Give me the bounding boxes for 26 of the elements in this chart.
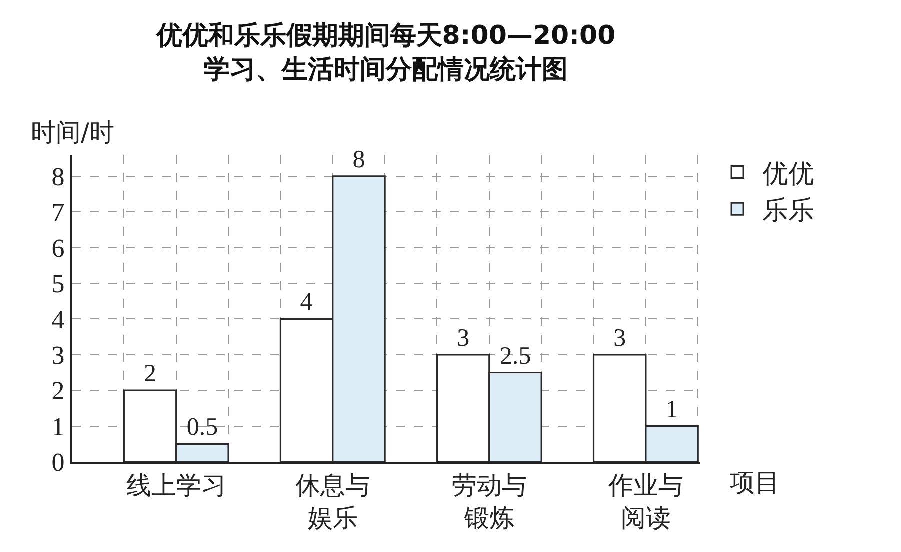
data-label: 2.5 <box>500 342 532 370</box>
data-label: 3 <box>614 324 626 352</box>
data-label: 2 <box>144 360 157 388</box>
y-tick-label: 4 <box>52 305 65 334</box>
x-tick-label: 休息与娱乐 <box>295 471 370 532</box>
legend-label: 乐乐 <box>762 196 815 226</box>
data-label: 0.5 <box>186 414 218 442</box>
y-tick-label: 6 <box>52 234 65 263</box>
data-label: 8 <box>352 146 366 174</box>
y-tick-label: 1 <box>52 412 65 442</box>
chart-title: 优优和乐乐假期期间每天8:00—20:00 学习、生活时间分配情况统计图 <box>155 21 616 85</box>
y-tick-label: 0 <box>52 448 65 478</box>
y-tick-label: 2 <box>52 376 65 406</box>
legend-label: 优优 <box>762 159 815 190</box>
x-tick-label: 劳动与锻炼 <box>452 471 527 532</box>
data-label: 1 <box>666 396 678 424</box>
x-tick-label: 作业与阅读 <box>607 471 684 532</box>
y-tick-label: 5 <box>52 270 65 299</box>
y-tick-label: 3 <box>52 341 65 370</box>
x-axis-title: 项目 <box>730 468 780 497</box>
y-tick-label: 8 <box>52 162 65 192</box>
data-label: 3 <box>457 324 470 352</box>
x-tick-label: 线上学习 <box>126 471 226 500</box>
y-axis-title: 时间/时 <box>31 118 114 147</box>
data-label: 4 <box>300 289 314 316</box>
y-tick-label: 7 <box>52 198 65 228</box>
